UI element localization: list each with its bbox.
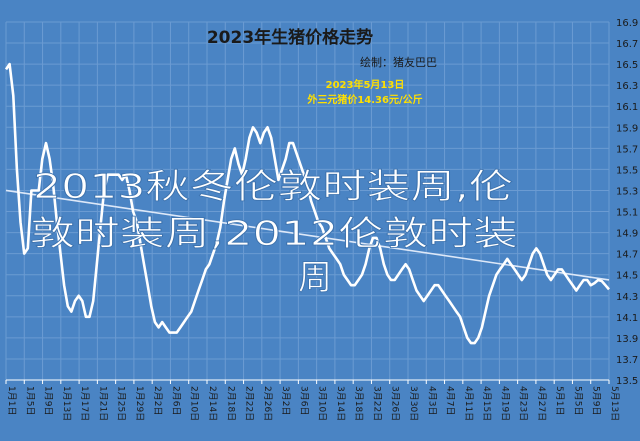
y-axis-tick-labels: 16.9 16.7 16.5 16.3 16.1 15.9 15.7 15.5 15.3 15.1… bbox=[616, 18, 638, 387]
x-tick-label: 2月10日 bbox=[189, 386, 200, 421]
y-tick-label: 16.3 bbox=[616, 81, 638, 92]
series-line-price bbox=[4, 62, 610, 345]
x-tick-label: 1月21日 bbox=[97, 386, 108, 421]
grid-lines bbox=[5, 21, 610, 381]
x-tick-label: 4月27日 bbox=[536, 386, 547, 421]
y-tick-label: 15.7 bbox=[616, 144, 638, 155]
x-tick-label: 3月6日 bbox=[298, 386, 309, 415]
x-tick-label: 1月25日 bbox=[116, 386, 127, 421]
x-axis-tick-labels: 1月1日 1月5日 1月9日 1月13日 1月17日 1月21日 1月25日 1月29日 2月2… bbox=[6, 386, 620, 421]
annotation-price: 外三元猪价14.36元/公斤 bbox=[306, 93, 422, 106]
overlay-watermark: 2013秋冬伦敦时装周,伦 敦时装周,2012伦敦时装 周 bbox=[30, 167, 519, 299]
x-tick-label: 1月13日 bbox=[61, 386, 72, 421]
x-tick-label: 2月2日 bbox=[152, 386, 163, 415]
y-tick-label: 15.5 bbox=[616, 165, 638, 176]
y-tick-label: 16.7 bbox=[616, 39, 638, 50]
y-tick-label: 16.5 bbox=[616, 60, 638, 71]
x-axis-ticks bbox=[5, 380, 610, 384]
y-tick-label: 14.1 bbox=[616, 313, 638, 324]
x-tick-label: 1月17日 bbox=[79, 386, 90, 421]
y-tick-label: 15.9 bbox=[616, 123, 638, 134]
y-tick-label: 14.7 bbox=[616, 250, 638, 261]
y-tick-label: 13.9 bbox=[616, 334, 638, 345]
x-tick-label: 5月5日 bbox=[572, 386, 583, 415]
y-tick-label: 16.1 bbox=[616, 102, 638, 113]
x-tick-label: 1月5日 bbox=[24, 386, 35, 415]
x-tick-label: 2月26日 bbox=[262, 386, 273, 421]
x-tick-label: 3月30日 bbox=[408, 386, 419, 421]
overlay-text-line3: 周 bbox=[298, 258, 332, 298]
x-tick-label: 3月2日 bbox=[280, 386, 291, 415]
x-tick-label: 4月3日 bbox=[426, 386, 437, 415]
x-tick-label: 2月14日 bbox=[207, 386, 218, 421]
y-tick-label: 15.1 bbox=[616, 208, 638, 219]
y-tick-label: 14.5 bbox=[616, 271, 638, 282]
x-tick-label: 5月1日 bbox=[554, 386, 565, 415]
x-tick-label: 4月7日 bbox=[445, 386, 456, 415]
x-tick-label: 2月22日 bbox=[244, 386, 255, 421]
overlay-text-line2: 敦时装周,2012伦敦时装 bbox=[30, 214, 518, 254]
x-tick-label: 4月15日 bbox=[481, 386, 492, 421]
x-tick-label: 4月23日 bbox=[518, 386, 529, 421]
annotation-date: 2023年5月13日 bbox=[326, 78, 405, 91]
x-tick-label: 2月18日 bbox=[225, 386, 236, 421]
x-tick-label: 1月29日 bbox=[134, 386, 145, 421]
y-tick-label: 13.5 bbox=[616, 376, 638, 387]
x-tick-label: 4月19日 bbox=[499, 386, 510, 421]
x-tick-label: 2月6日 bbox=[170, 386, 181, 415]
author-label: 绘制： bbox=[360, 55, 393, 69]
x-tick-label: 4月11日 bbox=[463, 386, 474, 421]
x-tick-label: 1月9日 bbox=[43, 386, 54, 415]
y-tick-label: 15.3 bbox=[616, 186, 638, 197]
y-tick-label: 14.9 bbox=[616, 229, 638, 240]
x-tick-label: 5月9日 bbox=[591, 386, 602, 415]
author-name: 猪友巴巴 bbox=[393, 55, 437, 69]
x-tick-label: 1月1日 bbox=[6, 386, 17, 415]
x-tick-label: 5月13日 bbox=[609, 386, 620, 421]
trendline bbox=[5, 189, 610, 281]
y-tick-label: 13.7 bbox=[616, 355, 638, 366]
x-tick-label: 3月26日 bbox=[390, 386, 401, 421]
y-tick-label: 16.9 bbox=[616, 18, 638, 29]
x-tick-label: 3月22日 bbox=[371, 386, 382, 421]
y-tick-label: 14.3 bbox=[616, 292, 638, 303]
x-tick-label: 3月18日 bbox=[353, 386, 364, 421]
overlay-text-line1: 2013秋冬伦敦时装周,伦 bbox=[33, 167, 513, 207]
x-tick-label: 3月14日 bbox=[335, 386, 346, 421]
chart-title: 2023年生猪价格走势 bbox=[207, 27, 373, 48]
x-tick-label: 3月10日 bbox=[317, 386, 328, 421]
